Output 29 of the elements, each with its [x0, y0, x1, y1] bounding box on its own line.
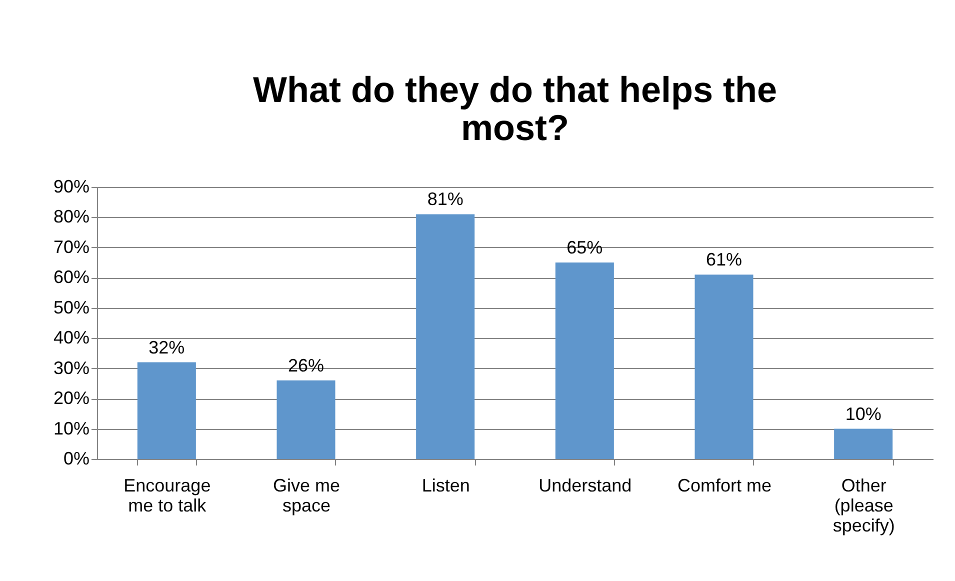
y-tick-label: 0%	[63, 448, 90, 468]
y-tick-label: 10%	[53, 418, 90, 438]
bar	[555, 262, 614, 459]
y-tick-label: 50%	[53, 297, 90, 318]
y-tick-label: 40%	[53, 328, 90, 348]
y-tick-label: 60%	[53, 267, 90, 288]
data-label: 32%	[148, 337, 185, 358]
y-tick-label: 20%	[53, 388, 90, 408]
bar	[416, 214, 475, 459]
bar	[276, 380, 336, 459]
x-tick-label: Comfort me	[677, 476, 772, 496]
x-tick-label: Listen	[422, 476, 470, 496]
data-label: 61%	[706, 250, 742, 270]
chart-title: What do they do that helps the most?	[253, 69, 777, 148]
x-tick-label: Understand	[538, 476, 632, 496]
data-label: 26%	[288, 355, 324, 376]
y-tick-label: 80%	[53, 206, 90, 227]
data-label: 10%	[845, 404, 882, 424]
y-tick-label: 90%	[53, 176, 90, 196]
x-tick-label: Encourage me to talk	[124, 476, 211, 516]
x-tick-label: Give me space	[272, 476, 340, 516]
bar	[834, 428, 893, 459]
data-label: 81%	[427, 189, 464, 210]
bar	[137, 362, 196, 459]
y-tick-label: 70%	[53, 236, 90, 257]
data-label: 65%	[566, 238, 603, 258]
y-tick-label: 30%	[53, 358, 90, 378]
x-tick-label: Other (please specify)	[832, 476, 895, 536]
bar	[694, 274, 754, 459]
